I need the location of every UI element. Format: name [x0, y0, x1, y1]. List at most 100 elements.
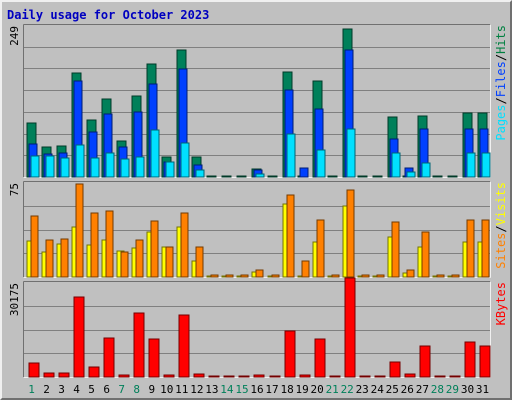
day-label: 27: [416, 383, 429, 396]
sites-bar: [406, 269, 415, 278]
pages-bar: [391, 152, 401, 178]
panel-3-max-label: 30175: [8, 283, 21, 316]
sites-bar: [301, 260, 310, 278]
kbytes-bar: [284, 330, 296, 378]
day-label: 15: [235, 383, 248, 396]
sites-bar: [481, 219, 490, 278]
sites-bar: [421, 231, 430, 278]
kbytes-bar: [344, 277, 356, 378]
pages-bar: [120, 158, 130, 178]
pages-bar: [45, 155, 55, 178]
panel-1-legend: Pages/Files/Hits: [494, 25, 508, 141]
day-label: 26: [401, 383, 414, 396]
kbytes-bar: [73, 296, 85, 378]
kbytes-bar: [28, 362, 40, 378]
sites-bar: [120, 251, 129, 278]
hits-bar: [221, 175, 232, 178]
sites-bar: [45, 239, 54, 278]
kbytes-bar: [449, 375, 461, 378]
sites-bar: [180, 212, 189, 278]
sites-bar: [361, 274, 370, 278]
kbytes-bar: [58, 372, 70, 378]
legend-entry: /: [494, 97, 508, 104]
hits-bar: [372, 175, 383, 178]
kbytes-bar: [314, 338, 326, 378]
sites-bar: [105, 210, 114, 278]
sites-bar: [316, 219, 325, 278]
panel-2-legend: Sites/Visits: [494, 182, 508, 269]
kbytes-bar: [223, 375, 235, 378]
pages-bar: [105, 152, 115, 178]
legend-entry: /: [494, 54, 508, 61]
day-label: 6: [103, 383, 110, 396]
sites-bar: [75, 183, 84, 278]
kbytes-bar: [148, 338, 160, 378]
day-label: 11: [175, 383, 188, 396]
pages-bar: [255, 173, 265, 178]
files-bar: [299, 167, 309, 178]
kbytes-bar: [479, 345, 491, 378]
sites-bar: [225, 274, 234, 278]
kbytes-bar: [269, 375, 281, 378]
pages-bar: [316, 149, 326, 178]
sites-bar: [195, 246, 204, 278]
day-label: 21: [326, 383, 339, 396]
kbytes-bar: [253, 374, 265, 378]
pages-bar: [75, 144, 85, 178]
kbytes-bar: [374, 375, 386, 378]
day-label: 19: [295, 383, 308, 396]
pages-bar: [90, 157, 100, 178]
day-label: 23: [356, 383, 369, 396]
sites-bar: [165, 246, 174, 278]
legend-entry: KBytes: [494, 282, 508, 325]
kbytes-bar: [133, 312, 145, 378]
sites-bar: [135, 239, 144, 278]
day-label: 3: [58, 383, 65, 396]
kbytes-bar: [299, 374, 311, 378]
day-label: 29: [446, 383, 459, 396]
sites-bar: [346, 189, 355, 278]
panel-3-legend: KBytes: [494, 282, 508, 325]
day-label: 17: [265, 383, 278, 396]
hits-bar: [327, 175, 338, 178]
pages-bar: [60, 157, 70, 178]
hits-bar: [206, 175, 217, 178]
day-label: 30: [461, 383, 474, 396]
kbytes-bar: [434, 375, 446, 378]
day-label: 9: [148, 383, 155, 396]
pages-bar: [286, 133, 296, 178]
sites-bar: [60, 238, 69, 278]
day-label: 7: [118, 383, 125, 396]
sites-bar: [210, 274, 219, 278]
legend-entry: Files: [494, 61, 508, 97]
kbytes-bar: [329, 375, 341, 378]
legend-entry: Sites: [494, 233, 508, 269]
kbytes-bar: [103, 337, 115, 378]
kbytes-bar: [88, 366, 100, 378]
kbytes-bar: [359, 375, 371, 378]
hits-bar: [447, 175, 458, 178]
legend-entry: /: [494, 225, 508, 232]
kbytes-bar: [464, 341, 476, 378]
day-label: 20: [310, 383, 323, 396]
panel-3-background: [24, 282, 490, 377]
pages-bar: [195, 169, 205, 178]
chart-title: Daily usage for October 2023: [7, 8, 209, 22]
sites-bar: [436, 274, 445, 278]
pages-bar: [30, 155, 40, 178]
pages-bar: [165, 161, 175, 178]
pages-bar: [135, 156, 145, 178]
day-label: 31: [476, 383, 489, 396]
day-label: 18: [280, 383, 293, 396]
day-label: 13: [205, 383, 218, 396]
panel-1-max-label: 249: [8, 26, 21, 46]
sites-bar: [451, 274, 460, 278]
sites-bar: [271, 274, 280, 278]
sites-bar: [286, 194, 295, 278]
panel-2-max-label: 75: [8, 183, 21, 196]
pages-bar: [481, 152, 491, 178]
pages-bar: [150, 129, 160, 178]
sites-bar: [30, 215, 39, 278]
sites-bar: [376, 274, 385, 278]
day-label: 2: [43, 383, 50, 396]
